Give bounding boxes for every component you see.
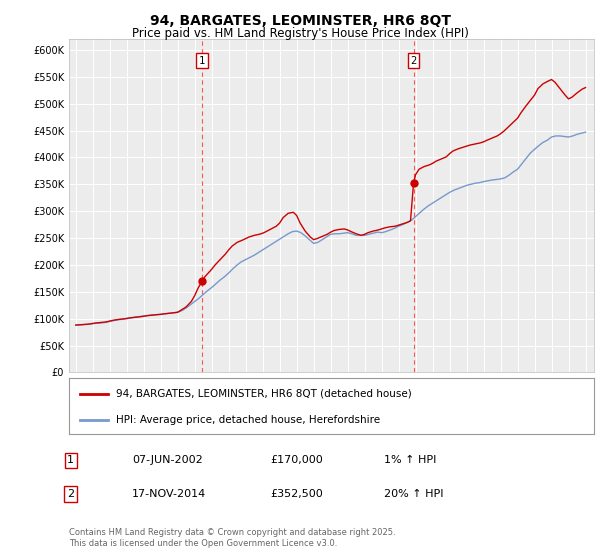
Text: £170,000: £170,000 xyxy=(270,455,323,465)
Text: 1% ↑ HPI: 1% ↑ HPI xyxy=(384,455,436,465)
Text: Price paid vs. HM Land Registry's House Price Index (HPI): Price paid vs. HM Land Registry's House … xyxy=(131,27,469,40)
Text: 17-NOV-2014: 17-NOV-2014 xyxy=(132,489,206,499)
Text: 1: 1 xyxy=(67,455,74,465)
Text: 2: 2 xyxy=(67,489,74,499)
Text: 20% ↑ HPI: 20% ↑ HPI xyxy=(384,489,443,499)
Text: 94, BARGATES, LEOMINSTER, HR6 8QT (detached house): 94, BARGATES, LEOMINSTER, HR6 8QT (detac… xyxy=(116,389,412,399)
Text: 07-JUN-2002: 07-JUN-2002 xyxy=(132,455,203,465)
Text: £352,500: £352,500 xyxy=(270,489,323,499)
Text: 2: 2 xyxy=(410,56,416,66)
Text: HPI: Average price, detached house, Herefordshire: HPI: Average price, detached house, Here… xyxy=(116,415,380,425)
Text: 94, BARGATES, LEOMINSTER, HR6 8QT: 94, BARGATES, LEOMINSTER, HR6 8QT xyxy=(149,14,451,28)
Text: 1: 1 xyxy=(199,56,205,66)
Text: Contains HM Land Registry data © Crown copyright and database right 2025.
This d: Contains HM Land Registry data © Crown c… xyxy=(69,528,395,548)
